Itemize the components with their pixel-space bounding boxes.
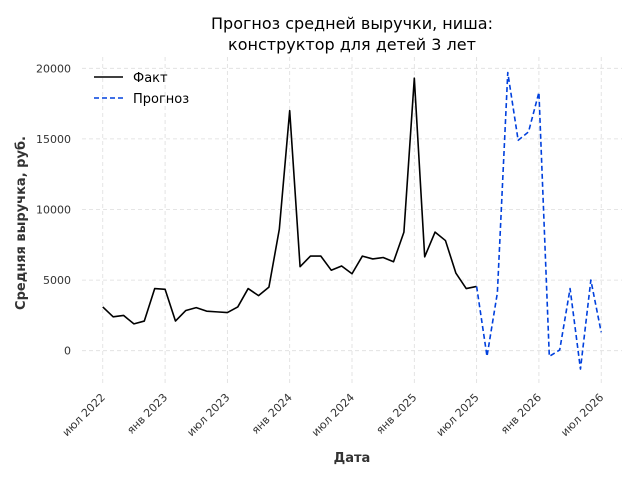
legend-label-forecast: Прогноз	[133, 92, 189, 107]
series-line-forecast	[475, 71, 603, 370]
x-tick-label: июл 2026	[558, 391, 606, 439]
x-tick-label: янв 2024	[249, 391, 295, 437]
x-tick-label: июл 2024	[309, 391, 357, 439]
series-line-fact	[102, 77, 477, 325]
y-tick-label: 0	[64, 345, 71, 358]
tick-labels: 0 5000 10000 15000 20000 июл 2022 янв 2023 июл …	[36, 62, 606, 439]
x-axis-label: Дата	[334, 451, 371, 466]
x-tick-label: янв 2026	[498, 391, 544, 437]
y-tick-label: 15000	[36, 133, 71, 146]
legend-label-fact: Факт	[133, 71, 168, 86]
grid	[82, 57, 622, 386]
y-tick-label: 10000	[36, 203, 71, 216]
x-tick-label: июл 2023	[184, 391, 232, 439]
legend: Факт Прогноз	[94, 71, 189, 107]
y-axis-label: Средняя выручка, руб.	[14, 136, 29, 310]
y-tick-label: 20000	[36, 62, 71, 75]
x-tick-label: июл 2025	[434, 391, 482, 439]
chart-title-line-2: конструктор для детей 3 лет	[228, 35, 476, 54]
chart-title-line-1: Прогноз средней выручки, ниша:	[211, 14, 493, 33]
x-tick-label: янв 2025	[374, 391, 420, 437]
y-tick-label: 5000	[43, 274, 71, 287]
series-lines	[102, 71, 603, 370]
x-tick-label: июл 2022	[60, 391, 108, 439]
x-tick-label: янв 2023	[124, 391, 170, 437]
